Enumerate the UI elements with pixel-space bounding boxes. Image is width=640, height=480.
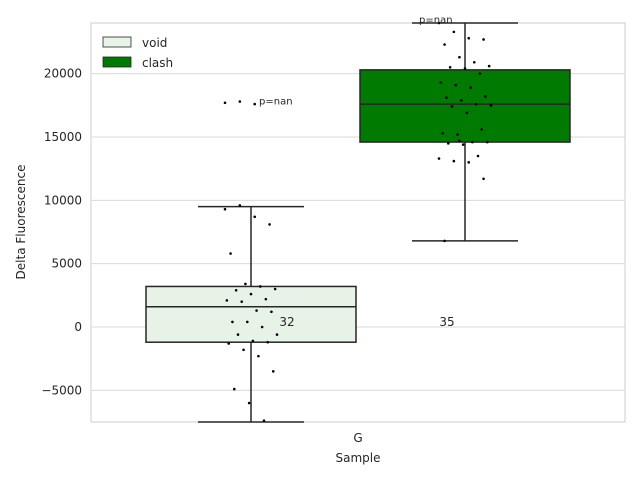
data-point [238,204,242,207]
legend-swatch-void [102,36,132,48]
count-label-void: 32 [279,315,294,329]
p-value-label-void: p=nan [259,97,293,108]
data-point [450,105,454,108]
data-point [459,98,463,102]
x-axis-label: Sample [336,451,381,465]
annotations: 32 35 p=nan p=nan [259,15,455,329]
data-point [437,157,441,160]
data-point [247,401,251,405]
data-point [482,38,485,41]
data-point [242,348,245,352]
x-tick-labels: G [353,431,362,445]
data-point [482,177,485,181]
data-point [441,131,445,135]
legend-label-clash: clash [142,56,173,70]
data-point [262,419,266,423]
data-point [484,95,487,98]
data-point [463,67,467,70]
data-point [458,55,461,59]
data-point [487,64,491,68]
data-point [253,102,257,106]
data-point [469,86,472,89]
strip-points [223,21,493,423]
data-point [257,354,260,358]
data-point [223,207,227,211]
data-point [452,159,456,163]
data-point [467,36,471,40]
data-point [223,101,227,105]
data-point [227,342,231,345]
data-point [258,285,262,288]
data-point [255,309,258,312]
legend-swatch-clash [102,56,132,68]
y-tick-label: −5000 [41,383,82,397]
data-point [271,370,275,373]
y-tick-label: 20000 [44,67,82,81]
data-point [238,100,242,103]
data-point [472,60,476,64]
data-point [465,111,469,115]
data-point [251,339,255,343]
data-point [443,239,446,243]
data-point [245,320,249,324]
x-tick-label: G [353,431,362,445]
data-point [244,282,247,286]
data-point [485,140,489,144]
data-point [240,300,244,303]
data-point [476,154,480,158]
data-point [452,30,456,34]
data-point [266,340,270,344]
data-point [489,104,493,107]
boxes [145,22,571,423]
data-point [437,21,441,25]
data-point [471,140,474,144]
y-tick-label: 0 [74,320,82,334]
data-point [474,102,478,106]
data-point [454,83,458,87]
y-tick-label: 15000 [44,130,82,144]
data-point [264,297,268,301]
data-point [232,387,236,391]
y-tick-labels: −5000 0 5000 10000 15000 20000 [41,67,82,398]
data-point [443,43,446,46]
legend-label-void: void [142,36,167,50]
box-clash [359,69,571,143]
y-tick-label: 10000 [44,193,82,207]
y-axis-label: Delta Fluorescence [14,165,28,280]
data-point [456,133,459,136]
data-point [448,66,452,69]
data-point [260,325,264,329]
p-value-label-clash: p=nan [419,15,453,26]
legend: void clash [102,36,173,70]
data-point [268,223,271,226]
data-point [231,320,234,324]
data-point [458,139,461,143]
data-point [225,299,229,302]
data-point [270,310,273,314]
data-point [273,287,277,291]
data-point [439,81,443,84]
data-point [249,292,253,296]
data-point [480,128,484,131]
data-point [467,161,471,164]
data-point [478,72,482,75]
data-point [446,142,450,145]
data-point [461,143,465,146]
data-point [236,333,240,336]
data-point [275,333,279,336]
y-tick-label: 5000 [51,257,82,271]
box-void [145,285,357,343]
data-point [253,215,257,219]
data-point [229,252,232,255]
count-label-clash: 35 [439,315,454,329]
data-point [234,288,238,292]
data-point [445,96,448,100]
